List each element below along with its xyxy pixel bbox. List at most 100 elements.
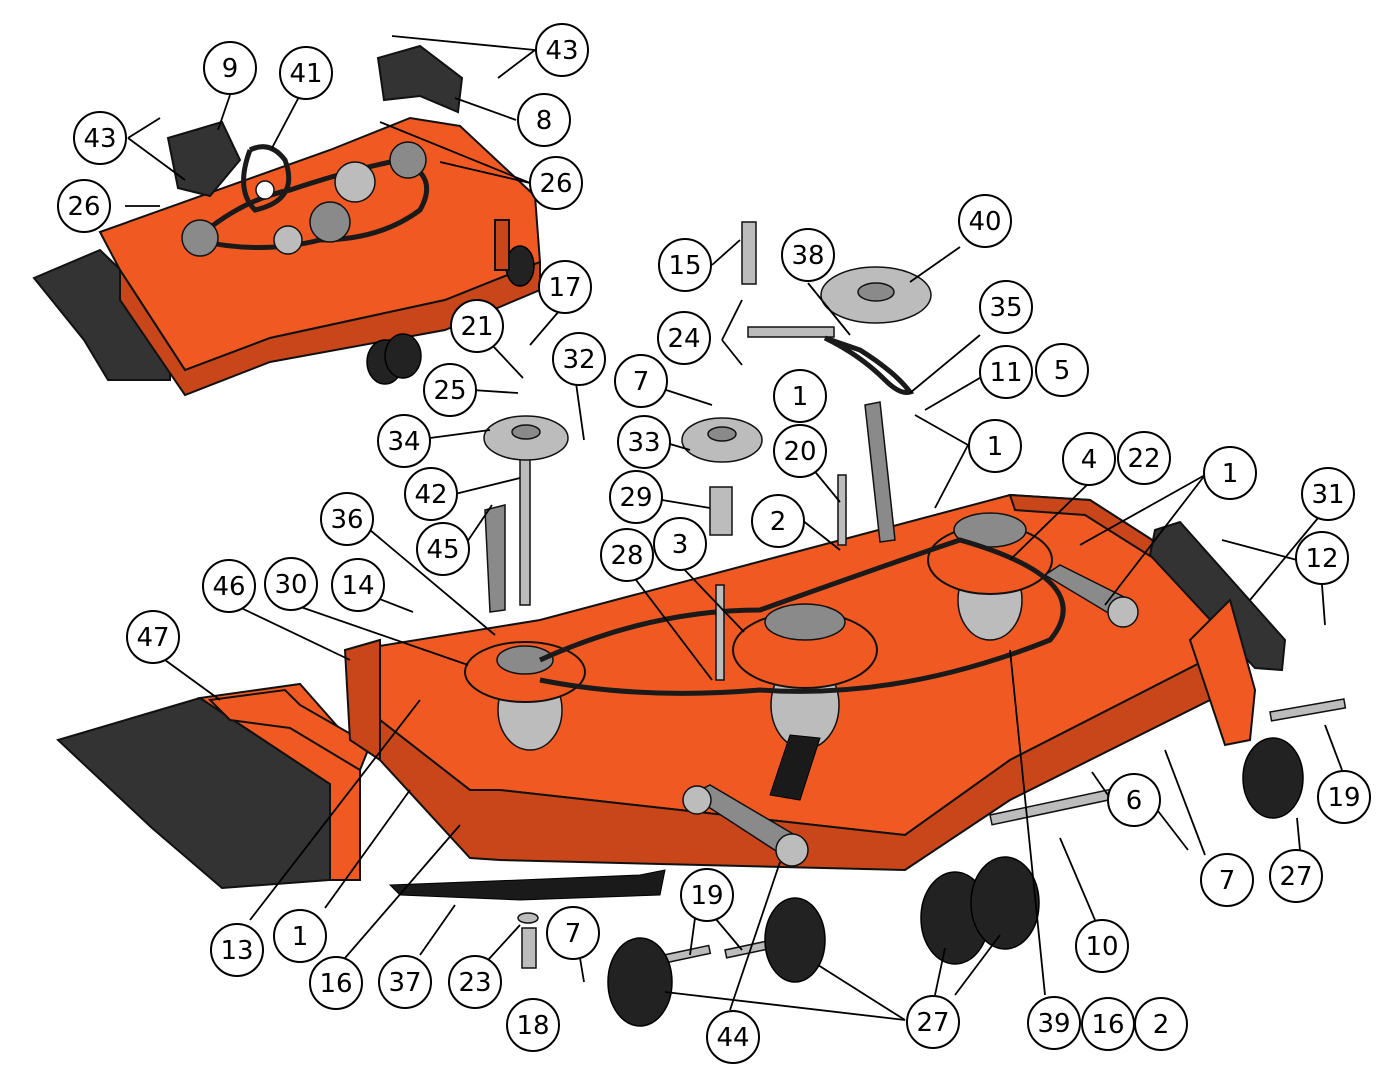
leader-23 xyxy=(487,924,521,961)
callout-38: 38 xyxy=(781,228,835,282)
leader-1c1 xyxy=(1079,474,1206,546)
leader-38 xyxy=(807,282,851,336)
callout-10: 10 xyxy=(1075,919,1129,973)
leader-19b1 xyxy=(689,917,696,956)
callout-number: 7 xyxy=(1219,866,1236,896)
callout-number: 39 xyxy=(1037,1009,1070,1039)
callout-8: 8 xyxy=(517,93,571,147)
leader-26b1 xyxy=(379,121,531,184)
callout-circle xyxy=(958,194,1012,248)
callout-circle xyxy=(617,415,671,469)
callout-25: 25 xyxy=(423,363,477,417)
callout-circle xyxy=(968,419,1022,473)
rod-end-right xyxy=(1107,596,1139,628)
callout-number: 45 xyxy=(426,535,459,565)
callout-1: 1 xyxy=(773,369,827,423)
leader-43c1 xyxy=(127,117,161,139)
bolt-18 xyxy=(521,927,537,969)
callout-number: 20 xyxy=(783,437,816,467)
callout-number: 35 xyxy=(989,293,1022,323)
callout-circle xyxy=(1269,849,1323,903)
callout-number: 21 xyxy=(460,312,493,342)
callout-circle xyxy=(658,238,712,292)
leader-34 xyxy=(429,429,491,439)
spindle-pulley-center xyxy=(764,603,846,641)
callout-circle xyxy=(552,332,606,386)
deck-drive-belt xyxy=(538,537,1066,696)
callout-16: 16 xyxy=(309,956,363,1010)
callout-circle xyxy=(203,41,257,95)
callout-number: 4 xyxy=(1081,445,1098,475)
leader-44 xyxy=(729,861,781,1011)
spindle-pulley-left xyxy=(496,645,554,675)
callout-36: 36 xyxy=(320,492,374,546)
callout-number: 43 xyxy=(83,124,116,154)
leader-30 xyxy=(294,604,469,666)
callout-number: 29 xyxy=(619,483,652,513)
leader-27b4 xyxy=(954,934,1001,996)
rear-right-bracket xyxy=(1188,598,1257,747)
assembled-wheel-right xyxy=(505,245,535,287)
leader-29 xyxy=(661,499,711,509)
callout-number: 2 xyxy=(1153,1010,1170,1040)
callout-number: 30 xyxy=(274,570,307,600)
callout-22: 22 xyxy=(1117,431,1171,485)
leader-20 xyxy=(811,467,841,503)
leader-9 xyxy=(217,94,231,131)
leader-17 xyxy=(529,309,561,346)
callout-45: 45 xyxy=(416,522,470,576)
leader-43a xyxy=(391,35,536,51)
leader-6a xyxy=(1091,771,1111,799)
callout-number: 7 xyxy=(565,919,582,949)
callout-12: 12 xyxy=(1295,531,1349,585)
pulley-34-hub xyxy=(511,424,541,440)
assembled-pulley-center xyxy=(334,161,376,203)
leader-41 xyxy=(271,94,301,149)
leader-1b xyxy=(934,444,969,509)
leader-19a xyxy=(1324,724,1343,771)
callout-circle xyxy=(609,470,663,524)
pulley-33-hub xyxy=(707,426,737,442)
callout-number: 16 xyxy=(319,969,352,999)
callout-number: 36 xyxy=(330,505,363,535)
callout-15: 15 xyxy=(658,238,712,292)
callout-number: 1 xyxy=(292,922,309,952)
callout-number: 42 xyxy=(414,480,447,510)
callout-20: 20 xyxy=(773,424,827,478)
callout-number: 46 xyxy=(212,572,245,602)
wheel-rear-right xyxy=(1242,737,1304,819)
leader-11 xyxy=(924,371,991,411)
callout-number: 23 xyxy=(458,968,491,998)
callout-circle xyxy=(538,260,592,314)
callout-circle xyxy=(680,868,734,922)
callout-number: 7 xyxy=(633,367,650,397)
callout-circle xyxy=(535,23,589,77)
callout-circle xyxy=(1200,853,1254,907)
leader-27a xyxy=(1296,817,1301,851)
deck-front-baffle xyxy=(343,638,381,762)
callout-circle xyxy=(653,517,707,571)
callout-number: 11 xyxy=(989,358,1022,388)
callout-number: 12 xyxy=(1305,544,1338,574)
leader-12a xyxy=(1221,539,1298,561)
callout-26: 26 xyxy=(529,156,583,210)
shaft-28 xyxy=(715,584,725,681)
callout-number: 27 xyxy=(916,1008,949,1038)
callout-39: 39 xyxy=(1027,996,1081,1050)
callout-19: 19 xyxy=(1317,770,1371,824)
leader-24b xyxy=(721,339,743,366)
leader-47 xyxy=(164,659,221,701)
chute-hinge-arm xyxy=(207,688,372,772)
exploded-deck-view xyxy=(56,221,1347,1027)
axle-19-right xyxy=(1269,698,1347,722)
assembled-spindle-left xyxy=(181,219,219,257)
callout-1: 1 xyxy=(1203,446,1257,500)
callout-circle xyxy=(273,909,327,963)
rod-end-44-b xyxy=(775,833,809,867)
callout-17: 17 xyxy=(538,260,592,314)
callout-number: 47 xyxy=(136,623,169,653)
assembled-belt-cover-right xyxy=(376,44,464,114)
assembled-discharge-chute xyxy=(32,248,171,381)
callout-circle xyxy=(264,557,318,611)
